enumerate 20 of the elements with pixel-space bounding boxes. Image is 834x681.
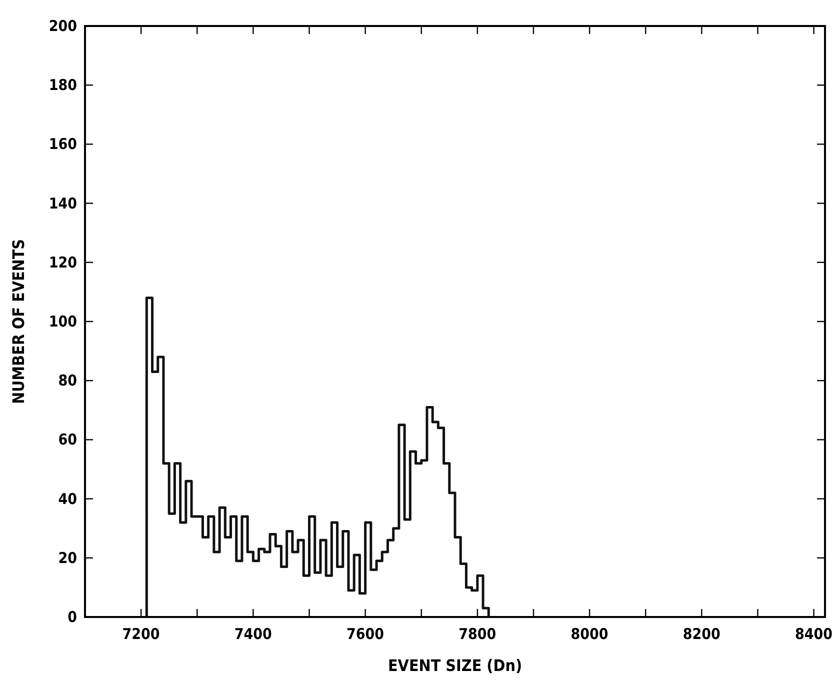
y-tick-label: 140 xyxy=(48,194,77,212)
y-tick-label: 120 xyxy=(48,253,77,272)
x-tick-label: 8000 xyxy=(570,625,608,643)
y-tick-label: 0 xyxy=(68,608,77,626)
y-tick-label: 20 xyxy=(58,548,77,567)
y-axis-title: NUMBER OF EVENTS xyxy=(9,238,28,404)
y-tick-label: 80 xyxy=(58,372,77,390)
x-axis-title: EVENT SIZE (Dn) xyxy=(388,656,522,675)
y-tick-label: 160 xyxy=(48,135,77,154)
x-tick-label: 8400 xyxy=(795,625,833,643)
x-tick-label: 7200 xyxy=(122,625,160,643)
y-tick-label: 60 xyxy=(58,430,77,449)
x-tick-label: 7800 xyxy=(458,625,496,643)
x-tick-label: 7600 xyxy=(346,625,384,643)
x-tick-label: 8200 xyxy=(682,625,720,643)
y-tick-label: 100 xyxy=(48,312,77,330)
y-tick-label: 40 xyxy=(58,490,77,508)
y-tick-label: 200 xyxy=(48,17,77,35)
y-tick-label: 180 xyxy=(48,76,77,94)
x-tick-label: 7400 xyxy=(234,625,272,643)
